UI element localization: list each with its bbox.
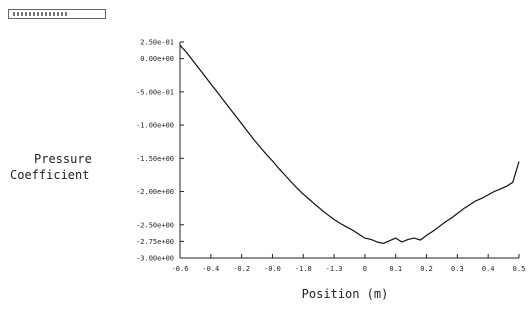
y-tick-label: -3.00e+00: [136, 255, 174, 263]
tick-labels: 2.50e-01 0.00e+00 -5.00e-01 -1.00e+00 -1.50e…: [136, 39, 525, 274]
x-tick-label: 0.1: [389, 265, 402, 273]
y-tick-label: -1.00e+00: [136, 122, 174, 130]
x-tick-label: 0.5: [513, 265, 526, 273]
x-axis-title: Position (m): [302, 287, 389, 301]
tick-marks: [179, 41, 520, 259]
pressure-coefficient-series-line: [179, 44, 520, 244]
y-axis-title-line-1: Pressure: [34, 152, 92, 166]
y-tick-label: -5.00e-01: [136, 88, 174, 96]
y-tick-label: 0.00e+00: [140, 55, 174, 63]
x-tick-label: 0.3: [451, 265, 464, 273]
y-tick-label: -2.00e+00: [136, 188, 174, 196]
x-tick-label: -0.0: [264, 265, 281, 273]
x-tick-label: -0.2: [233, 265, 250, 273]
series-layer: [179, 44, 520, 244]
x-tick-label: -0.6: [172, 265, 189, 273]
title-field-grip: [13, 12, 69, 16]
y-tick-label: -2.75e+00: [136, 238, 174, 246]
x-tick-label: 0.4: [482, 265, 495, 273]
y-tick-label: 2.50e-01: [140, 39, 174, 47]
x-tick-label: -1.3: [326, 265, 343, 273]
x-tick-label: 0: [363, 265, 367, 273]
y-tick-label: -1.50e+00: [136, 155, 174, 163]
x-tick-label: 0.2: [420, 265, 433, 273]
y-axis-title-line-2: Coefficient: [10, 168, 89, 182]
plot-title-field[interactable]: [8, 9, 106, 19]
y-tick-label: -2.50e+00: [136, 221, 174, 229]
x-tick-label: -1.0: [295, 265, 312, 273]
axes: [179, 42, 519, 259]
x-tick-label: -0.4: [202, 265, 219, 273]
